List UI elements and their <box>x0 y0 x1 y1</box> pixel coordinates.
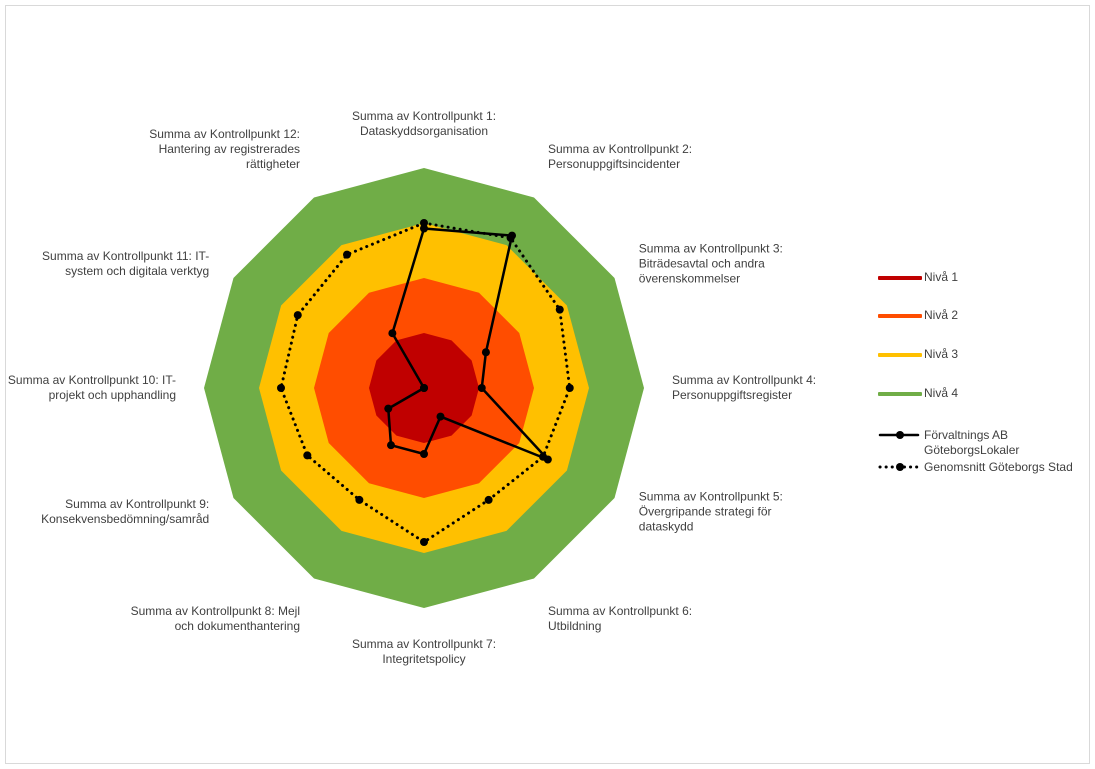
legend-swatch <box>878 460 922 474</box>
legend-label: Nivå 1 <box>924 270 959 284</box>
series-forvaltning-point-3 <box>481 348 490 357</box>
series-average-point-4 <box>565 384 574 392</box>
legend-swatch <box>878 428 922 442</box>
series-forvaltning-point-1 <box>420 224 428 233</box>
series-average-point-10 <box>277 384 285 392</box>
category-label-1: Summa av Kontrollpunkt 1: Dataskyddsorgan… <box>352 109 496 138</box>
series-average-point-11 <box>293 311 302 320</box>
legend-item-4: Nivå 4 <box>878 386 958 401</box>
category-label-11: Summa av Kontrollpunkt 11: IT-system och… <box>42 249 209 278</box>
series-average-point-12 <box>343 250 351 259</box>
category-label-7: Summa av Kontrollpunkt 7: Integritetspoli… <box>352 637 496 666</box>
legend-label: Förvaltnings AB GöteborgsLokaler <box>924 428 1020 457</box>
category-label-12: Summa av Kontrollpunkt 12: Hantering av r… <box>149 127 300 171</box>
legend-item-5: Förvaltnings AB GöteborgsLokaler <box>878 428 1044 458</box>
series-average-point-6 <box>484 495 493 504</box>
series-average-point-2 <box>506 233 515 242</box>
legend-item-3: Nivå 3 <box>878 347 958 362</box>
legend-swatch <box>878 308 922 322</box>
legend-swatch <box>878 270 922 284</box>
category-label-5: Summa av Kontrollpunkt 5: Övergripande st… <box>639 490 783 534</box>
series-forvaltning-point-6 <box>436 412 445 421</box>
category-label-9: Summa av Kontrollpunkt 9: Konsekvensbedöm… <box>41 497 209 526</box>
legend-swatch <box>878 347 922 361</box>
data-series <box>277 219 574 546</box>
series-average-point-5 <box>539 452 548 461</box>
legend-label: Nivå 2 <box>924 308 959 322</box>
series-forvaltning-point-9 <box>384 404 393 413</box>
category-label-3: Summa av Kontrollpunkt 3: Biträdesavtal o… <box>639 242 783 286</box>
category-label-10: Summa av Kontrollpunkt 10: IT-projekt oc… <box>8 373 176 402</box>
series-forvaltning-point-12 <box>388 329 397 338</box>
legend-swatch <box>878 386 922 400</box>
legend-label: Genomsnitt Göteborgs Stad <box>924 460 1073 474</box>
category-labels: Summa av Kontrollpunkt 1: Dataskyddsorgan… <box>8 109 816 666</box>
series-average-point-9 <box>303 451 312 460</box>
series-average-point-3 <box>555 305 564 314</box>
category-label-6: Summa av Kontrollpunkt 6: Utbildning <box>548 604 692 633</box>
series-forvaltning-point-8 <box>387 441 395 450</box>
legend-label: Nivå 3 <box>924 347 959 361</box>
legend-label: Nivå 4 <box>924 386 959 400</box>
category-label-8: Summa av Kontrollpunkt 8: Mejl och dokume… <box>131 604 300 633</box>
series-average-point-1 <box>420 219 428 227</box>
series-average-point-7 <box>420 538 428 546</box>
category-label-2: Summa av Kontrollpunkt 2: Personuppgiftsi… <box>548 142 692 171</box>
legend-item-6: Genomsnitt Göteborgs Stad <box>878 460 1073 475</box>
series-forvaltning-line <box>387 227 550 461</box>
legend-item-1: Nivå 1 <box>878 270 958 285</box>
category-label-4: Summa av Kontrollpunkt 4: Personuppgiftsr… <box>672 373 816 402</box>
legend-item-2: Nivå 2 <box>878 308 958 323</box>
series-average-point-8 <box>355 495 364 504</box>
series-forvaltning-point-11 <box>420 384 428 392</box>
series-forvaltning-point-7 <box>420 450 428 458</box>
series-forvaltning-point-4 <box>477 384 486 392</box>
